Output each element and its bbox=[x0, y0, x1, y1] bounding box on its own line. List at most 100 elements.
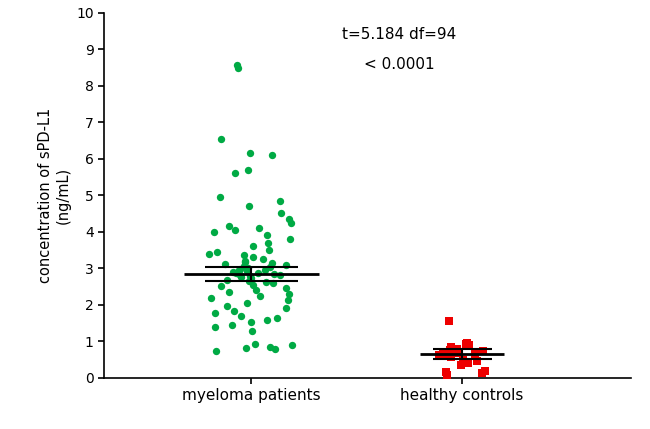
Point bbox=[224, 223, 234, 230]
Point bbox=[235, 266, 246, 272]
Point bbox=[255, 293, 265, 299]
Text: t=5.184 df=94: t=5.184 df=94 bbox=[342, 27, 456, 42]
Point bbox=[276, 210, 286, 217]
Point bbox=[210, 310, 220, 317]
Point bbox=[275, 271, 285, 278]
Point bbox=[215, 283, 226, 290]
Point bbox=[270, 346, 280, 353]
Point bbox=[206, 295, 216, 302]
Point bbox=[281, 305, 291, 311]
Point bbox=[248, 243, 259, 250]
Point bbox=[244, 278, 254, 284]
Point bbox=[224, 288, 234, 295]
Point bbox=[210, 324, 220, 331]
Point bbox=[434, 351, 444, 358]
Point bbox=[281, 285, 291, 292]
Point bbox=[263, 239, 273, 246]
Point bbox=[215, 193, 226, 200]
Point bbox=[265, 343, 276, 350]
Point bbox=[463, 360, 473, 366]
Point bbox=[211, 348, 221, 355]
Point bbox=[252, 269, 263, 276]
Point bbox=[227, 269, 238, 275]
Point bbox=[244, 203, 254, 210]
Point bbox=[264, 246, 274, 253]
Point bbox=[212, 248, 222, 255]
Point bbox=[267, 280, 278, 287]
Point bbox=[456, 361, 467, 368]
Point bbox=[209, 228, 219, 235]
Point bbox=[458, 356, 468, 363]
Text: < 0.0001: < 0.0001 bbox=[363, 57, 434, 72]
Point bbox=[480, 368, 490, 375]
Point bbox=[285, 219, 296, 226]
Point bbox=[477, 370, 488, 377]
Point bbox=[233, 64, 244, 71]
Point bbox=[454, 349, 464, 356]
Point bbox=[462, 341, 472, 347]
Point bbox=[234, 267, 244, 274]
Point bbox=[438, 348, 448, 355]
Point bbox=[222, 276, 232, 283]
Point bbox=[441, 369, 451, 375]
Point bbox=[283, 215, 294, 222]
Point bbox=[222, 303, 233, 310]
Point bbox=[244, 273, 255, 280]
Point bbox=[275, 197, 285, 204]
Point bbox=[471, 358, 482, 365]
Point bbox=[236, 312, 246, 319]
Point bbox=[243, 166, 254, 173]
Point bbox=[235, 272, 245, 279]
Point bbox=[250, 287, 261, 293]
Point bbox=[285, 236, 295, 242]
Point bbox=[231, 270, 241, 277]
Point bbox=[239, 263, 250, 270]
Point bbox=[261, 317, 272, 323]
Point bbox=[272, 314, 282, 321]
Point bbox=[280, 262, 291, 269]
Point bbox=[248, 254, 259, 261]
Point bbox=[240, 257, 250, 264]
Point bbox=[287, 342, 297, 349]
Point bbox=[439, 352, 450, 359]
Point bbox=[204, 250, 214, 257]
Point bbox=[248, 281, 259, 288]
Point bbox=[462, 339, 473, 346]
Point bbox=[259, 266, 270, 273]
Point bbox=[230, 170, 240, 177]
Point bbox=[283, 297, 293, 304]
Point bbox=[265, 264, 275, 271]
Point bbox=[470, 350, 480, 357]
Point bbox=[266, 260, 277, 267]
Point bbox=[266, 152, 277, 159]
Point bbox=[216, 135, 226, 142]
Point bbox=[441, 371, 452, 378]
Point bbox=[246, 319, 257, 326]
Point bbox=[250, 341, 260, 347]
Point bbox=[261, 278, 271, 285]
Point bbox=[464, 342, 474, 349]
Point bbox=[245, 150, 255, 157]
Point bbox=[219, 261, 229, 268]
Point bbox=[242, 265, 253, 272]
Point bbox=[246, 275, 256, 282]
Point bbox=[240, 259, 250, 266]
Point bbox=[257, 256, 268, 263]
Point bbox=[269, 271, 280, 278]
Point bbox=[242, 299, 253, 306]
Point bbox=[228, 308, 239, 314]
Point bbox=[231, 62, 242, 69]
Point bbox=[478, 347, 488, 354]
Point bbox=[239, 252, 250, 259]
Point bbox=[235, 274, 246, 281]
Point bbox=[230, 227, 240, 233]
Point bbox=[284, 290, 294, 297]
Point bbox=[262, 232, 272, 239]
Point bbox=[444, 317, 454, 324]
Point bbox=[446, 354, 456, 361]
Point bbox=[246, 327, 257, 334]
Point bbox=[445, 346, 455, 353]
Point bbox=[254, 225, 265, 232]
Point bbox=[446, 344, 456, 350]
Y-axis label: concentration of sPD-L1
(ng/mL): concentration of sPD-L1 (ng/mL) bbox=[38, 108, 70, 283]
